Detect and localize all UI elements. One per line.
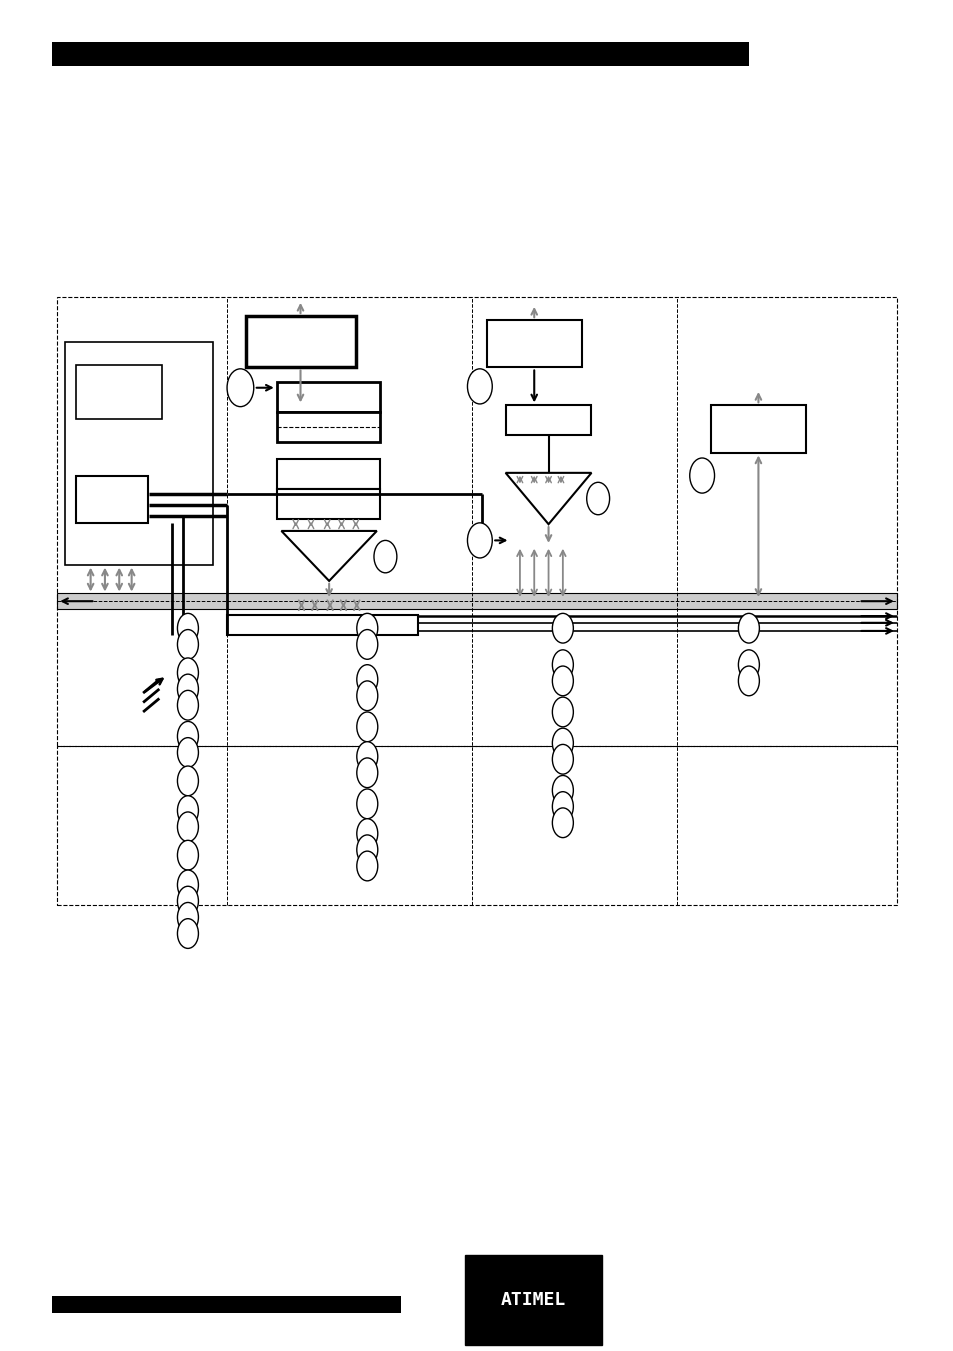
- Circle shape: [356, 851, 377, 881]
- FancyBboxPatch shape: [276, 489, 379, 519]
- Circle shape: [552, 808, 573, 838]
- FancyBboxPatch shape: [486, 320, 581, 367]
- Circle shape: [356, 758, 377, 788]
- Circle shape: [738, 613, 759, 643]
- FancyBboxPatch shape: [246, 316, 355, 367]
- Circle shape: [552, 744, 573, 774]
- Circle shape: [356, 613, 377, 643]
- Circle shape: [552, 666, 573, 696]
- Circle shape: [177, 766, 198, 796]
- Circle shape: [356, 630, 377, 659]
- Circle shape: [552, 775, 573, 805]
- FancyBboxPatch shape: [57, 593, 896, 609]
- FancyBboxPatch shape: [65, 342, 213, 565]
- Circle shape: [177, 690, 198, 720]
- Circle shape: [177, 919, 198, 948]
- Circle shape: [177, 886, 198, 916]
- FancyBboxPatch shape: [505, 405, 591, 435]
- Circle shape: [552, 792, 573, 821]
- Circle shape: [552, 650, 573, 680]
- FancyBboxPatch shape: [52, 42, 748, 66]
- FancyBboxPatch shape: [276, 412, 379, 442]
- Circle shape: [356, 789, 377, 819]
- Circle shape: [552, 613, 573, 643]
- Circle shape: [177, 613, 198, 643]
- Circle shape: [177, 812, 198, 842]
- Circle shape: [177, 840, 198, 870]
- Circle shape: [738, 666, 759, 696]
- Circle shape: [552, 697, 573, 727]
- FancyBboxPatch shape: [76, 365, 162, 419]
- Circle shape: [177, 902, 198, 932]
- Circle shape: [467, 523, 492, 558]
- FancyBboxPatch shape: [710, 405, 805, 453]
- FancyBboxPatch shape: [276, 459, 379, 489]
- Circle shape: [586, 482, 609, 515]
- Circle shape: [689, 458, 714, 493]
- Circle shape: [356, 819, 377, 848]
- Circle shape: [177, 796, 198, 825]
- Circle shape: [177, 658, 198, 688]
- FancyBboxPatch shape: [76, 476, 148, 523]
- Circle shape: [356, 742, 377, 771]
- Circle shape: [356, 665, 377, 694]
- Circle shape: [356, 712, 377, 742]
- Polygon shape: [505, 473, 591, 524]
- Circle shape: [177, 738, 198, 767]
- FancyBboxPatch shape: [276, 382, 379, 412]
- Circle shape: [356, 681, 377, 711]
- Circle shape: [177, 870, 198, 900]
- Circle shape: [552, 728, 573, 758]
- Circle shape: [467, 369, 492, 404]
- Circle shape: [738, 650, 759, 680]
- Text: ATIMEL: ATIMEL: [500, 1290, 565, 1309]
- Circle shape: [227, 369, 253, 407]
- FancyBboxPatch shape: [227, 615, 417, 635]
- Circle shape: [177, 630, 198, 659]
- Circle shape: [374, 540, 396, 573]
- Circle shape: [356, 835, 377, 865]
- Circle shape: [177, 721, 198, 751]
- Polygon shape: [281, 531, 376, 581]
- FancyBboxPatch shape: [52, 1296, 400, 1313]
- Circle shape: [177, 674, 198, 704]
